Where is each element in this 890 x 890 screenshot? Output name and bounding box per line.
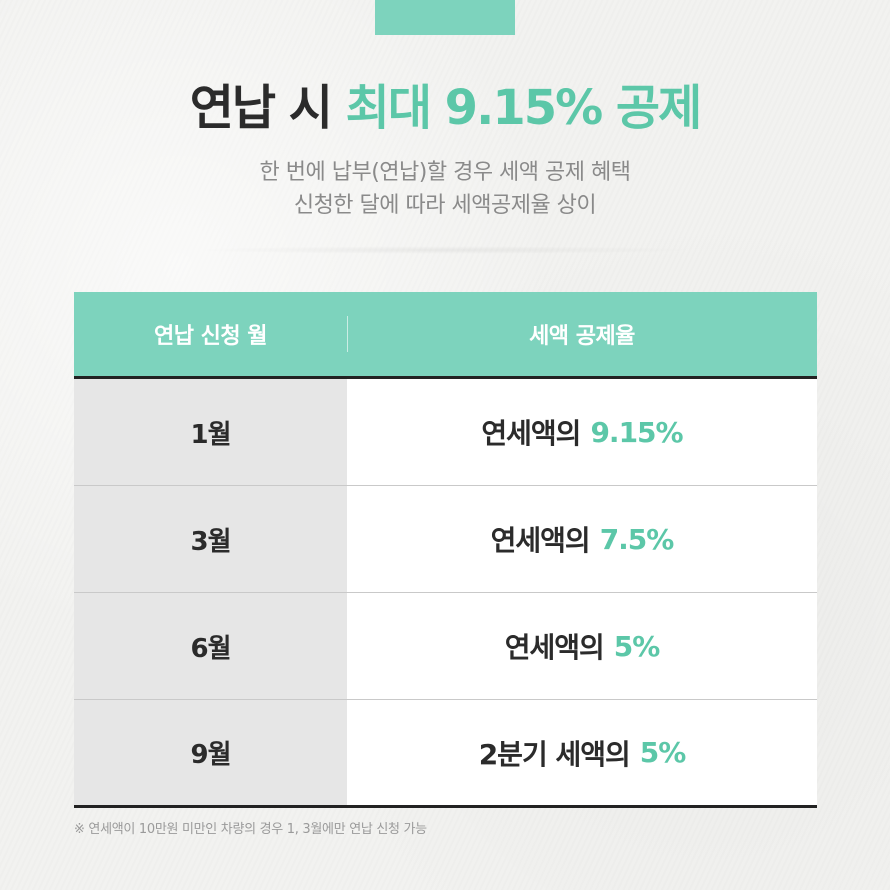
subtitle-line-2: 신청한 달에 따라 세액공제율 상이: [293, 193, 597, 218]
footnote: ※ 연세액이 10만원 미만인 차량의 경우 1, 3월에만 연납 신청 가능: [74, 822, 427, 837]
row-month: 9월: [74, 700, 347, 805]
table-bottom-line: [74, 805, 817, 808]
row-month: 3월: [74, 486, 347, 592]
subtitle: 한 번에 납부(연납)할 경우 세액 공제 혜택 신청한 달에 따라 세액공제율…: [0, 156, 890, 222]
row-rate-text: 연세액의: [481, 417, 581, 450]
table-row: 1월 연세액의 9.15%: [74, 379, 817, 486]
row-rate-value: 5%: [639, 736, 687, 769]
title-main: 연납 시: [189, 80, 333, 136]
title-accent: 최대 9.15% 공제: [345, 80, 703, 136]
table-row: 9월 2분기 세액의 5%: [74, 700, 817, 805]
divider-shadow: [190, 246, 700, 254]
row-rate-text: 연세액의: [504, 631, 605, 664]
row-month: 1월: [74, 379, 347, 485]
row-rate: 연세액의 7.5%: [347, 486, 817, 592]
top-tab-decoration: [375, 0, 515, 35]
row-rate: 연세액의 9.15%: [347, 379, 817, 485]
header-month: 연납 신청 월: [153, 324, 268, 349]
row-rate-text: 연세액의: [490, 524, 591, 557]
header-rate: 세액 공제율: [529, 324, 635, 349]
table-header: 연납 신청 월 세액 공제율: [74, 292, 817, 376]
subtitle-line-1: 한 번에 납부(연납)할 경우 세액 공제 혜택: [259, 160, 631, 185]
header-bottom-line: [74, 376, 817, 379]
row-rate-value: 7.5%: [599, 522, 675, 556]
header-separator: [347, 316, 348, 352]
row-rate: 2분기 세액의 5%: [347, 700, 817, 805]
row-rate-text: 2분기 세액의: [478, 737, 631, 771]
table-row: 3월 연세액의 7.5%: [74, 486, 817, 593]
page-title: 연납 시 최대 9.15% 공제: [0, 72, 890, 144]
row-rate: 연세액의 5%: [347, 593, 817, 699]
row-rate-value: 5%: [613, 629, 661, 663]
row-month: 6월: [74, 593, 347, 699]
table-row: 6월 연세액의 5%: [74, 593, 817, 700]
deduction-table: 연납 신청 월 세액 공제율 1월 연세액의 9.15% 3월 연세액의 7.5% …: [74, 292, 817, 808]
row-rate-value: 9.15%: [590, 415, 683, 449]
